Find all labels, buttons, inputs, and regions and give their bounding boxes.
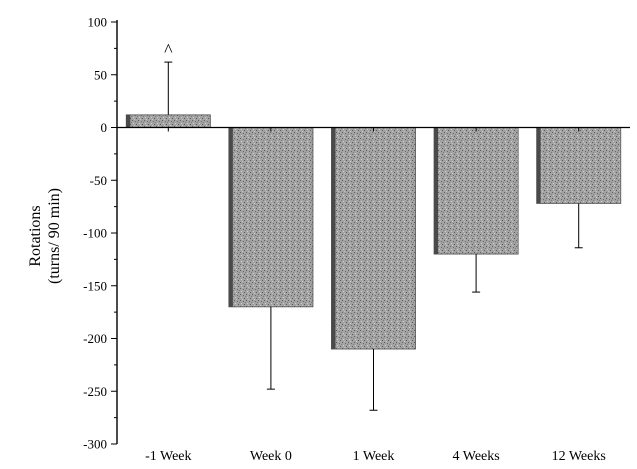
bars	[125, 114, 622, 350]
bar-4-weeks	[433, 127, 519, 255]
x-tick-label: 12 Weeks	[552, 449, 606, 464]
y-tick-label: 0	[101, 120, 108, 135]
y-tick-label: -200	[83, 331, 107, 346]
bar-edge	[536, 127, 541, 204]
y-tick-label: 50	[94, 67, 107, 82]
y-axis-label: Rotations (turns/ 90 min)	[27, 188, 63, 284]
error-bars	[164, 61, 583, 411]
y-axis-label-line: (turns/ 90 min)	[46, 188, 63, 284]
annotations: ^	[164, 40, 173, 60]
bar-edge	[331, 127, 336, 350]
bar-12-weeks	[536, 127, 622, 204]
bar-week-0	[228, 127, 314, 308]
annotation-marker: ^	[164, 40, 173, 60]
bar-1-week	[331, 127, 416, 350]
x-tick-label: 1 Week	[353, 449, 395, 464]
y-ticks: 100 50 0 -50 -100 -150 -200 -250 -300	[83, 15, 117, 452]
y-tick-label: 100	[88, 15, 108, 30]
y-tick-label: -50	[90, 173, 107, 188]
y-axis-label-line: Rotations	[27, 205, 44, 266]
bar-edge	[126, 114, 131, 128]
bar-edge	[434, 127, 439, 255]
y-tick-label: -150	[83, 278, 107, 293]
x-tick-label: 4 Weeks	[452, 449, 499, 464]
y-tick-label: -100	[83, 226, 107, 241]
x-tick-label: Week 0	[250, 449, 292, 464]
y-tick-label: -250	[83, 384, 107, 399]
y-tick-label: -300	[83, 437, 107, 452]
bar--1-week	[125, 114, 211, 128]
axes	[116, 20, 630, 444]
x-labels: -1 Week Week 0 1 Week 4 Weeks 12 Weeks	[145, 449, 606, 464]
bar-edge	[228, 127, 233, 307]
x-tick-label: -1 Week	[145, 449, 191, 464]
